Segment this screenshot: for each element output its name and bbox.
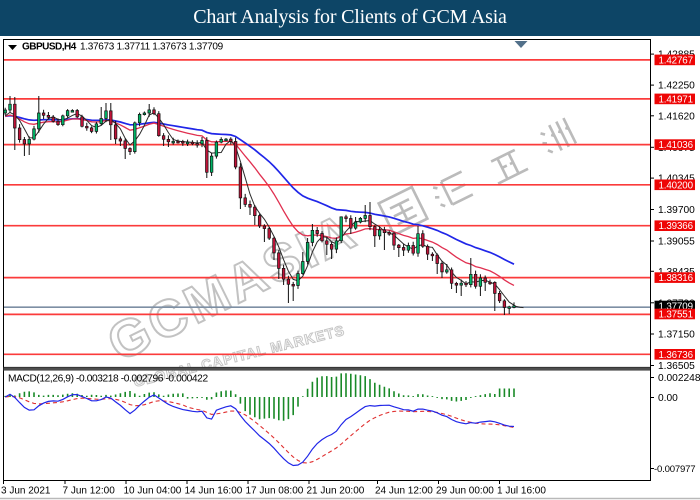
svg-text:1.36736: 1.36736 [659, 350, 694, 361]
svg-text:3 Jun 2021: 3 Jun 2021 [1, 486, 51, 497]
svg-text:14 Jun 16:00: 14 Jun 16:00 [185, 486, 243, 497]
svg-text:1.37673 1.37711 1.37673 1.3770: 1.37673 1.37711 1.37673 1.37709 [80, 42, 224, 53]
svg-text:1.40200: 1.40200 [659, 180, 694, 191]
svg-text:21 Jun 20:00: 21 Jun 20:00 [307, 486, 365, 497]
svg-text:-0.007977: -0.007977 [654, 464, 695, 475]
svg-text:1.42767: 1.42767 [659, 55, 693, 66]
svg-text:1.40345: 1.40345 [658, 174, 695, 185]
svg-text:GBPUSD,H4: GBPUSD,H4 [22, 42, 77, 53]
svg-text:29 Jun 00:00: 29 Jun 00:00 [436, 486, 494, 497]
svg-text:1.42250: 1.42250 [658, 81, 695, 92]
svg-text:1.41036: 1.41036 [659, 140, 694, 151]
svg-text:0.002248: 0.002248 [658, 373, 700, 384]
svg-text:1.41971: 1.41971 [659, 94, 693, 105]
svg-text:7 Jun 12:00: 7 Jun 12:00 [63, 486, 116, 497]
svg-text:10 Jun 04:00: 10 Jun 04:00 [124, 486, 182, 497]
svg-text:1.39366: 1.39366 [659, 221, 694, 232]
svg-text:1.39700: 1.39700 [658, 205, 695, 216]
svg-text:1.37709: 1.37709 [659, 302, 693, 313]
svg-text:1.37551: 1.37551 [659, 310, 693, 321]
svg-text:1.38316: 1.38316 [659, 273, 694, 284]
svg-text:MACD(12,26,9) -0.003218 -0.002: MACD(12,26,9) -0.003218 -0.002796 -0.000… [8, 374, 208, 385]
svg-text:0.00: 0.00 [658, 393, 678, 404]
svg-text:24 Jun 12:00: 24 Jun 12:00 [375, 486, 433, 497]
svg-text:1.41620: 1.41620 [658, 111, 695, 122]
svg-text:1.37150: 1.37150 [658, 330, 695, 341]
svg-text:17 Jun 08:00: 17 Jun 08:00 [246, 486, 304, 497]
svg-text:1 Jul 16:00: 1 Jul 16:00 [497, 486, 546, 497]
svg-text:1.39055: 1.39055 [658, 237, 695, 248]
svg-text:1.36505: 1.36505 [658, 361, 695, 372]
